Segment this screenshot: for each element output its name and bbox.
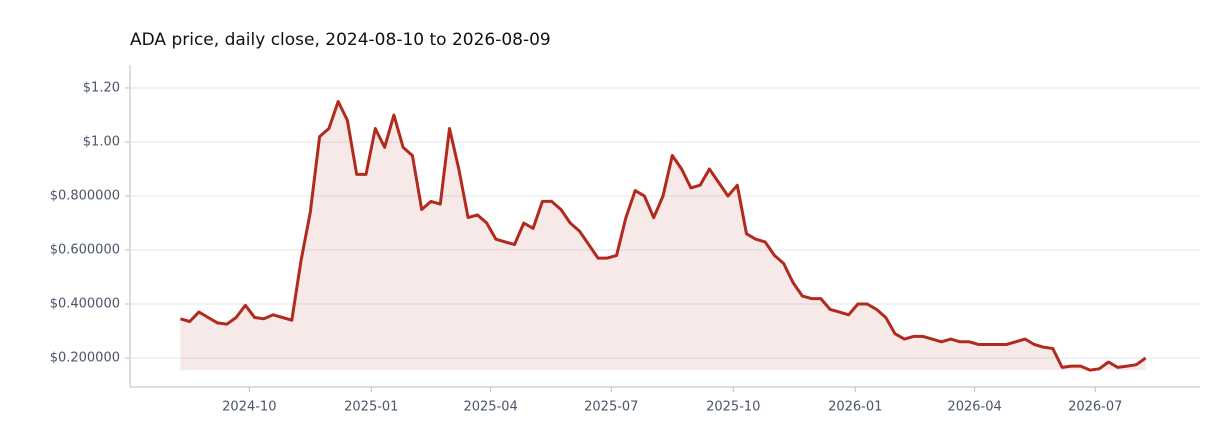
y-tick-label: $0.400000 [50,296,120,311]
line [179,100,1147,372]
y-tick-label: $1.20 [83,80,120,95]
y-tick-label: $0.800000 [50,188,120,203]
x-tick-label: 2025-04 [463,400,517,415]
x-tick-label: 2026-07 [1068,400,1122,415]
x-tick-label: 2026-01 [828,400,882,415]
x-tick-label: 2025-10 [706,400,760,415]
y-tick-label: $1.00 [83,134,120,149]
x-tick-label: 2026-04 [947,400,1001,415]
x-tick-label: 2024-10 [222,400,276,415]
x-tick-label: 2025-07 [584,400,638,415]
y-tick-label: $0.200000 [50,350,120,365]
y-tick-label: $0.600000 [50,242,120,257]
chart-title: ADA price, daily close, 2024-08-10 to 20… [130,30,551,50]
x-tick-label: 2025-01 [344,400,398,415]
area [180,101,1146,371]
